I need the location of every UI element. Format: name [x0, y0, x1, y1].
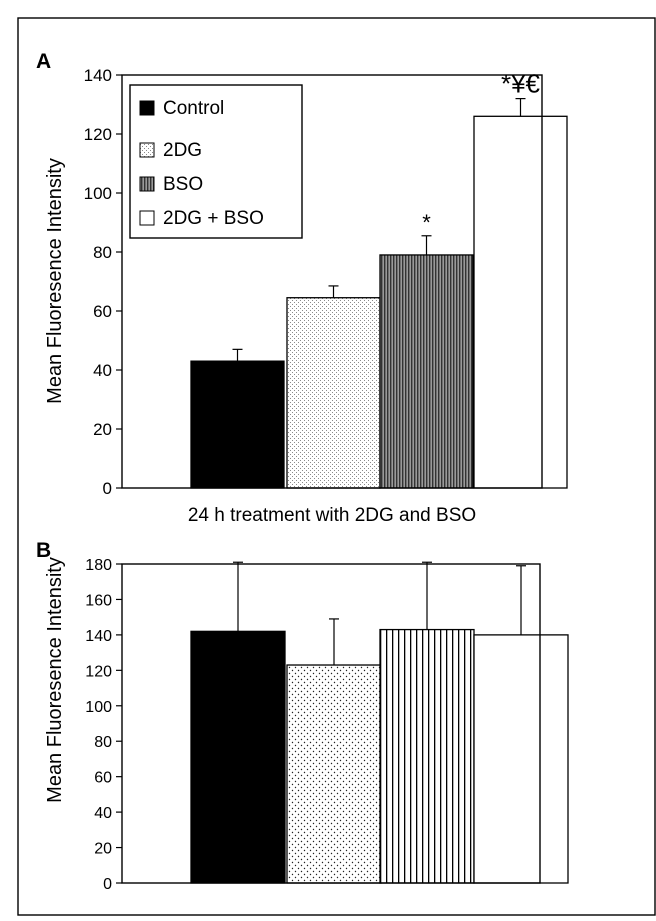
y-tick-label: 20	[93, 420, 112, 439]
bar-bso	[379, 254, 474, 489]
y-tick-label: 0	[103, 876, 112, 893]
figure-frame	[17, 17, 656, 916]
legend-label-2dg-bso: 2DG + BSO	[163, 208, 264, 229]
significance-marker-bso: *	[422, 210, 431, 235]
legend-swatch-2dg	[139, 142, 155, 158]
panel-b-y-axis-label: Mean Fluoresence Intensity	[44, 557, 66, 803]
legend-swatch-control	[139, 100, 155, 116]
y-tick-label: 40	[93, 361, 112, 380]
y-tick-label: 120	[85, 663, 112, 680]
y-tick-label: 80	[94, 734, 112, 751]
y-tick-label: 140	[85, 628, 112, 645]
panel-b-label: B	[36, 539, 51, 562]
bar-2dg	[286, 664, 382, 884]
y-tick-label: 140	[84, 66, 112, 85]
bar-control	[190, 630, 286, 884]
legend-swatch-2dg-bso	[139, 210, 155, 226]
bar-2dg-bso	[473, 115, 568, 489]
panel-a-plot: 0 20 40 60 80 100 120 140 * *¥€	[84, 66, 568, 498]
panel-a-label: A	[36, 50, 51, 73]
panel-a-legend: Control 2DG BSO 2DG + BSO	[129, 84, 303, 239]
panel-a-plot-frame	[121, 74, 543, 489]
y-tick-label: 40	[94, 805, 112, 822]
legend-frame	[129, 84, 303, 239]
y-tick-label: 160	[85, 592, 112, 609]
y-tick-label: 120	[84, 125, 112, 144]
bar-control	[190, 360, 285, 489]
legend-label-control: Control	[163, 98, 224, 119]
y-tick-label: 100	[85, 699, 112, 716]
panel-b-plot-frame	[121, 563, 541, 884]
y-tick-label: 20	[94, 841, 112, 858]
y-tick-label: 100	[84, 184, 112, 203]
y-tick-label: 0	[103, 479, 112, 498]
legend-swatch-bso	[139, 176, 155, 192]
legend-label-bso: BSO	[163, 174, 203, 195]
y-tick-label: 60	[94, 770, 112, 787]
bar-bso	[379, 628, 475, 884]
y-tick-label: 80	[93, 243, 112, 262]
significance-marker-2dg-bso: *¥€	[501, 69, 541, 99]
bar-2dg	[286, 297, 381, 489]
bar-2dg-bso	[473, 634, 569, 884]
panel-b-plot: 0 20 40 60 80 100 120 140 160 180	[85, 557, 569, 893]
y-tick-label: 60	[93, 302, 112, 321]
panel-a-x-axis-label: 24 h treatment with 2DG and BSO	[188, 505, 476, 526]
y-tick-label: 180	[85, 557, 112, 574]
panel-a-y-axis-label: Mean Fluoresence Intensity	[44, 158, 66, 404]
legend-label-2dg: 2DG	[163, 140, 202, 161]
